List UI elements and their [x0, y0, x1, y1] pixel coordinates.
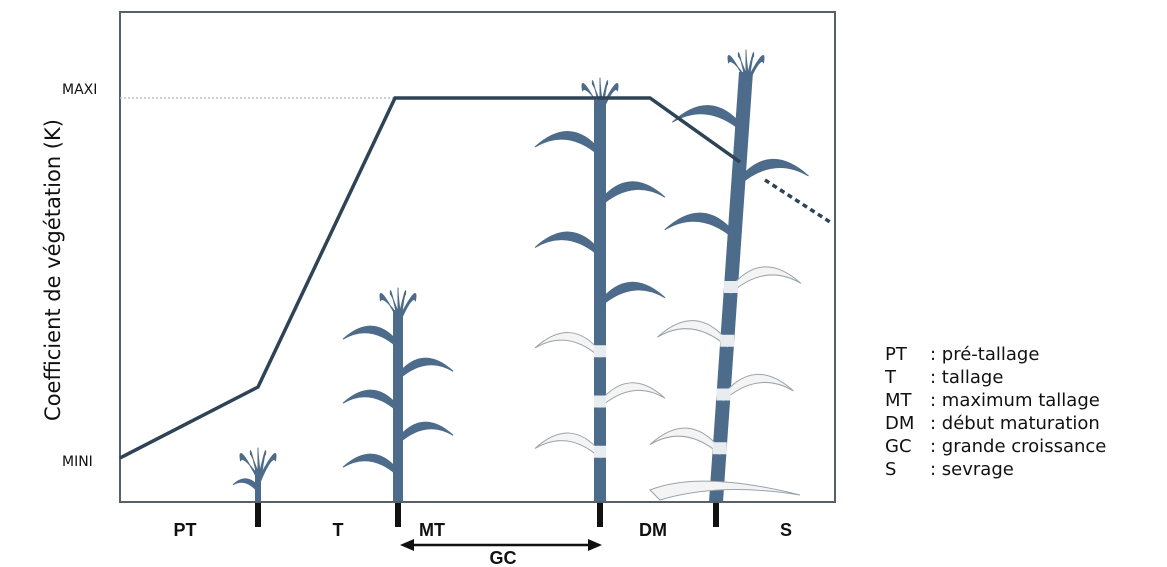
- leaf: [739, 159, 809, 185]
- leaf: [657, 321, 727, 347]
- leaf: [535, 433, 600, 458]
- leaf: [650, 428, 720, 454]
- diagram: Coefficient de végétation (K) MAXI MINI …: [0, 0, 1167, 567]
- leaf: [600, 383, 665, 408]
- leaf: [535, 132, 600, 157]
- legend: PT : pré-tallage T : tallage MT : maximum tal…: [884, 344, 1106, 480]
- plants: [233, 50, 809, 502]
- ground-leaves: [650, 481, 800, 500]
- legend-abbr: T: [884, 367, 897, 388]
- k-curve-projection: [765, 180, 830, 222]
- max-label: MAXI: [62, 82, 97, 98]
- legend-text: : maximum tallage: [930, 390, 1100, 411]
- legend-abbr: MT: [885, 390, 913, 411]
- leaf: [535, 333, 600, 358]
- leaf: [343, 326, 398, 348]
- phase-label: S: [780, 520, 792, 540]
- k-curve: [120, 98, 740, 458]
- min-label: MINI: [62, 454, 93, 470]
- phase-label: T: [333, 520, 344, 540]
- legend-abbr: DM: [885, 413, 914, 434]
- legend-text: : début maturation: [930, 413, 1100, 434]
- stem-node: [724, 281, 738, 293]
- legend-abbr: S: [885, 459, 896, 480]
- legend-abbr: GC: [885, 436, 912, 457]
- stem-node: [594, 446, 606, 458]
- phase-label: PT: [173, 520, 196, 540]
- span-label: GC: [490, 548, 517, 567]
- phase-label: DM: [639, 520, 667, 540]
- leaf: [233, 479, 258, 492]
- leaf: [724, 374, 794, 400]
- leaf: [398, 358, 453, 380]
- leaf: [665, 213, 735, 239]
- stem-node: [594, 396, 606, 408]
- leaf: [672, 106, 742, 132]
- y-axis-label: Coefficient de végétation (K): [41, 119, 65, 421]
- legend-abbr: PT: [885, 344, 908, 365]
- legend-text: : grande croissance: [930, 436, 1106, 457]
- legend-text: : tallage: [930, 367, 1003, 388]
- stem-node: [720, 335, 734, 347]
- leaf: [600, 182, 665, 207]
- stem-node: [713, 442, 727, 454]
- stem-node: [717, 389, 731, 401]
- legend-text: : pré-tallage: [930, 344, 1039, 365]
- legend-text: : sevrage: [930, 459, 1014, 480]
- stem-node: [594, 345, 606, 357]
- leaf: [343, 390, 398, 412]
- leaf: [731, 267, 801, 293]
- leaf: [535, 232, 600, 257]
- leaf: [398, 422, 453, 444]
- phase-label: MT: [419, 520, 445, 540]
- leaf: [343, 454, 398, 476]
- leaf: [600, 282, 665, 307]
